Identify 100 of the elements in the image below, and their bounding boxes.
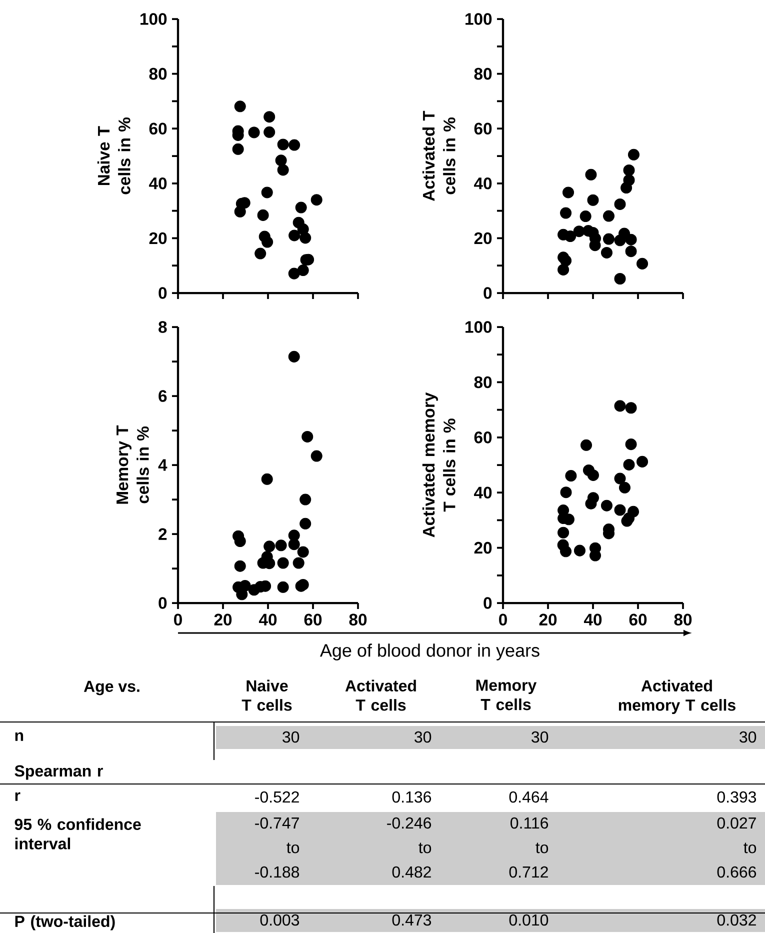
point (614, 272, 626, 285)
text: to (744, 842, 756, 854)
text: -0.747 (255, 817, 299, 829)
x-tick-label: 20 (214, 614, 232, 626)
point (254, 248, 266, 260)
point (264, 126, 276, 138)
point (600, 246, 612, 258)
y-tick-label: 80 (474, 68, 492, 80)
point (300, 518, 312, 530)
y-tick-label: 40 (474, 486, 492, 499)
point (614, 400, 626, 412)
point (292, 557, 304, 569)
x-tick-label: 0 (174, 614, 182, 626)
x-tick-label: 80 (674, 614, 692, 626)
y-tick-label: 0 (484, 287, 492, 299)
point (297, 546, 309, 558)
category-label: P (two-tailed) (15, 915, 115, 930)
text: Age vs. (84, 680, 140, 696)
point (614, 504, 626, 516)
text: 0.136 (392, 791, 432, 803)
point (585, 498, 597, 510)
text: 0.116 (510, 817, 548, 829)
point (558, 264, 570, 276)
category-label: r (15, 792, 20, 801)
point (587, 469, 599, 481)
y-axis-title: Activated memory T cells in % (422, 392, 456, 538)
point (277, 581, 289, 593)
category-label: Activated memory T cells (618, 680, 736, 714)
y-tick-label: 2 (158, 528, 167, 540)
point (295, 202, 307, 214)
category-label: 95 % confidence interval (14, 818, 141, 850)
point (264, 111, 276, 123)
text: -0.522 (255, 791, 299, 803)
point (620, 182, 632, 194)
y-tick-label: 40 (149, 178, 167, 190)
x-tick-label: 0 (499, 614, 507, 626)
point (234, 206, 246, 218)
text: 30 (532, 731, 548, 743)
point (248, 126, 260, 138)
y-tick-label: 0 (158, 287, 167, 299)
text: 0.482 (392, 866, 431, 878)
point (300, 494, 312, 506)
point (628, 148, 640, 160)
point (573, 226, 585, 238)
point (580, 439, 592, 451)
y-tick-label: 80 (474, 376, 492, 388)
category-label: Memory T cells (476, 680, 537, 710)
text: 0.473 (392, 914, 432, 926)
y-tick-label: 20 (474, 232, 492, 244)
point (310, 194, 322, 206)
y-tick-label: 60 (474, 122, 492, 135)
point (585, 168, 597, 180)
point (560, 207, 572, 219)
point (288, 268, 300, 280)
text: 0.712 (509, 866, 548, 878)
y-tick-label: 20 (149, 232, 167, 244)
point (275, 540, 287, 552)
point (560, 254, 572, 266)
x-tick-label: 60 (304, 614, 322, 626)
point (618, 482, 630, 494)
point (625, 438, 637, 450)
point (257, 209, 269, 221)
text: 0.003 (260, 914, 300, 926)
text: 0.010 (509, 914, 548, 926)
point (623, 458, 635, 470)
x-axis-title: Age of blood donor in years (320, 644, 540, 660)
text: -0.246 (387, 817, 432, 829)
point (234, 560, 246, 572)
x-tick-label: 20 (539, 614, 557, 626)
text: 30 (282, 731, 300, 743)
point (636, 258, 648, 270)
point (574, 544, 586, 556)
x-tick-label: 40 (258, 614, 277, 626)
point (560, 486, 572, 498)
point (262, 236, 274, 248)
text: 30 (740, 731, 756, 743)
text: 0.393 (717, 791, 756, 803)
y-axis-title: Activated T cells in % (422, 110, 456, 201)
point (587, 194, 599, 206)
y-tick-label: 60 (149, 122, 167, 135)
y-tick-label: 6 (158, 390, 167, 402)
text: to (418, 842, 432, 854)
text: to (286, 842, 300, 854)
x-tick-label: 60 (629, 614, 647, 626)
point (602, 210, 615, 222)
point (310, 450, 322, 462)
point (562, 186, 574, 198)
text: 0.464 (509, 791, 548, 803)
point (580, 210, 592, 222)
point (261, 186, 273, 198)
point (234, 100, 246, 112)
category-label: n (15, 732, 24, 741)
y-tick-label: 100 (140, 13, 167, 25)
point (288, 350, 300, 362)
point (288, 230, 300, 242)
x-tick-label: 40 (584, 614, 602, 626)
point (564, 230, 576, 242)
text: 30 (414, 731, 432, 743)
category-label: Spearman r (14, 765, 103, 780)
point (300, 232, 312, 244)
